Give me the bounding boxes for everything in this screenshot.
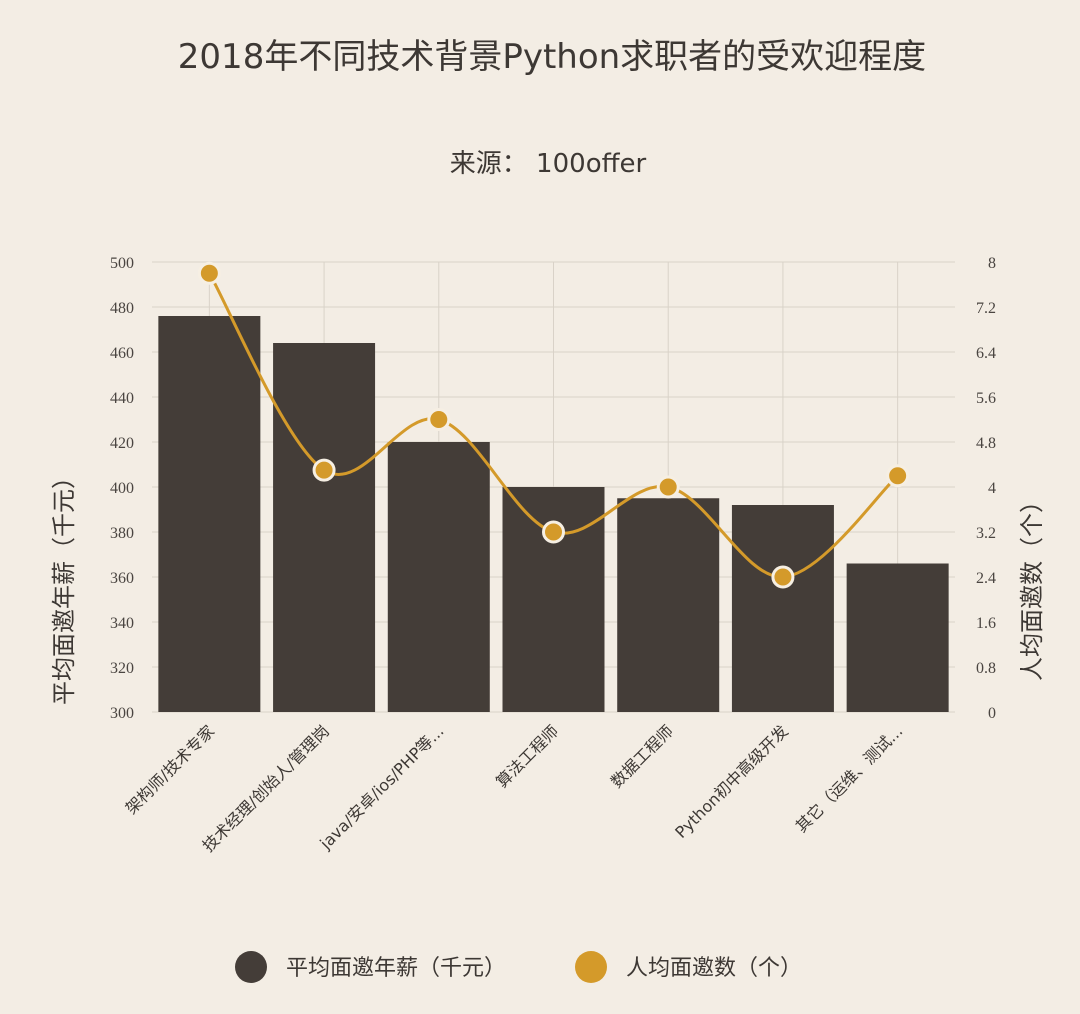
line-series <box>197 261 910 589</box>
line-point <box>886 464 910 488</box>
bar <box>273 343 376 712</box>
y2-tick-label: 0.8 <box>976 660 996 677</box>
x-tick-label: 数据工程师 <box>607 721 677 791</box>
y-tick-label: 500 <box>110 255 134 272</box>
legend: 平均面邀年薪（千元） 人均面邀数（个） <box>235 951 802 983</box>
y-tick-label: 340 <box>110 615 134 632</box>
line-point <box>312 458 336 482</box>
line-point <box>427 408 451 431</box>
y-tick-label: 440 <box>110 390 134 407</box>
bar <box>731 505 834 712</box>
line-point <box>656 475 680 499</box>
bar-series <box>158 316 949 712</box>
left-axis-title: 平均面邀年薪（千元） <box>50 465 78 705</box>
chart-title: 2018年不同技术背景Python求职者的受欢迎程度 <box>178 37 926 77</box>
y2-tick-label: 6.4 <box>976 345 996 362</box>
x-tick-label: Python初中高级开发 <box>671 721 792 842</box>
y2-tick-label: 0 <box>988 705 996 722</box>
x-tick-label: 其它（运维、测试... <box>792 721 907 836</box>
left-axis-ticks: 300 320 340 360 380 400 420 440 460 480 500 <box>110 255 134 722</box>
y-tick-label: 360 <box>110 570 134 587</box>
y2-tick-label: 1.6 <box>976 615 996 632</box>
bar <box>158 316 261 712</box>
legend-bar-label: 平均面邀年薪（千元） <box>286 956 506 981</box>
chart-subtitle: 来源： 100offer <box>450 149 647 179</box>
x-tick-label: 算法工程师 <box>492 721 562 791</box>
right-axis-ticks: 0 0.8 1.6 2.4 3.2 4 4.8 5.6 6.4 7.2 8 <box>976 255 996 722</box>
x-tick-label: java/安卓/ios/PHP等... <box>315 721 447 853</box>
line-point <box>542 520 565 544</box>
line-point <box>197 261 221 285</box>
y-tick-label: 320 <box>110 660 134 677</box>
y2-tick-label: 8 <box>988 255 996 272</box>
bar <box>846 563 949 712</box>
y2-tick-label: 3.2 <box>976 525 996 542</box>
y2-tick-label: 4.8 <box>976 435 996 452</box>
y2-tick-label: 2.4 <box>976 570 996 587</box>
y-tick-label: 400 <box>110 480 134 497</box>
x-tick-label: 技术经理/创始人/管理岗 <box>199 721 333 855</box>
legend-line-swatch <box>575 951 607 983</box>
x-tick-label: 架构师/技术专家 <box>122 721 218 817</box>
line-point <box>771 565 795 589</box>
legend-line-label: 人均面邀数（个） <box>626 956 802 981</box>
y-tick-label: 420 <box>110 435 134 452</box>
y-tick-label: 380 <box>110 525 134 542</box>
y-tick-label: 480 <box>110 300 134 317</box>
y2-tick-label: 4 <box>988 480 996 497</box>
bar <box>617 498 720 712</box>
y-tick-label: 300 <box>110 705 134 722</box>
y2-tick-label: 7.2 <box>976 300 996 317</box>
y-tick-label: 460 <box>110 345 134 362</box>
bar <box>387 442 490 712</box>
legend-bar-swatch <box>235 951 267 983</box>
right-axis-title: 人均面邀数（个） <box>1018 489 1046 681</box>
y2-tick-label: 5.6 <box>976 390 996 407</box>
